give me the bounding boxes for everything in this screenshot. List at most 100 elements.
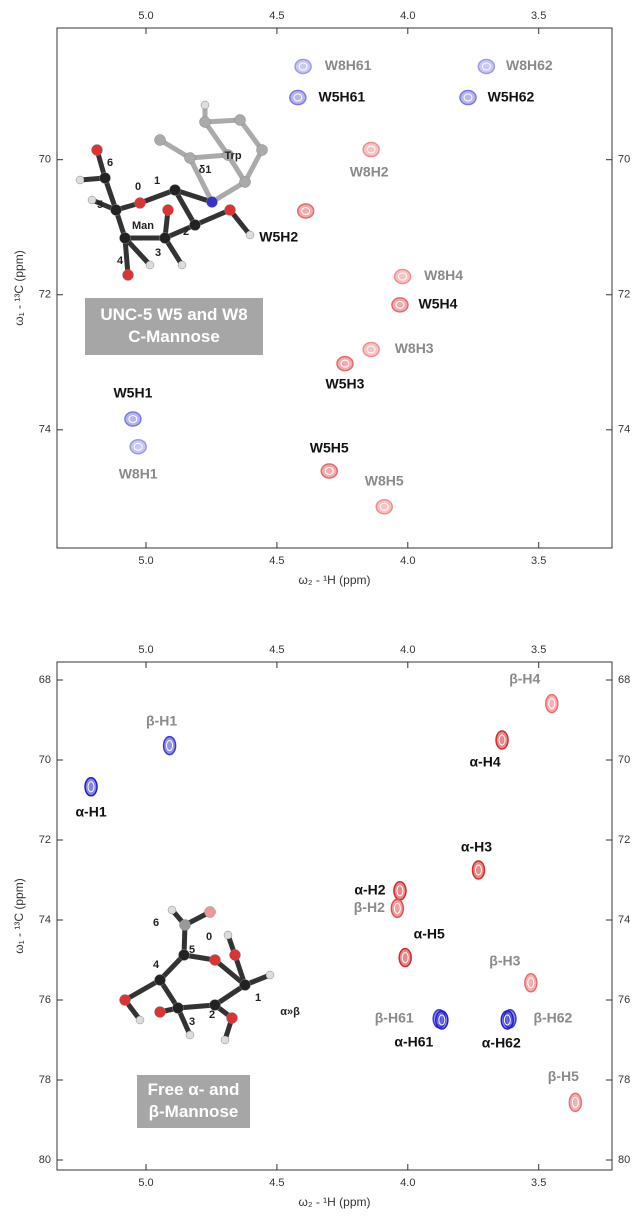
x-tick-label: 5.0 — [138, 644, 153, 656]
molecule-atom — [224, 931, 232, 939]
structure-label: 0 — [206, 931, 212, 943]
structure-label: 1 — [154, 175, 160, 187]
x-tick-label: 3.5 — [531, 1177, 546, 1189]
y-tick-label: 70 — [618, 754, 630, 766]
y-tick-label: 74 — [39, 424, 51, 436]
molecule-atom — [163, 205, 174, 216]
structure-label: 3 — [189, 1016, 195, 1028]
peak — [290, 91, 306, 105]
molecule-atom — [168, 906, 176, 914]
structure-label: 2 — [183, 226, 189, 238]
y-tick-label: 80 — [39, 1154, 51, 1166]
y-tick-label: 76 — [618, 994, 630, 1006]
molecule-atom — [186, 1031, 194, 1039]
peak — [525, 974, 537, 992]
peak — [478, 59, 494, 73]
molecule-atom — [155, 1007, 166, 1018]
molecule-atom — [257, 145, 268, 156]
y-tick-label: 80 — [618, 1154, 630, 1166]
molecule-atom — [185, 153, 196, 164]
peak-label: W8H1 — [119, 465, 158, 481]
molecule-atom — [146, 261, 154, 269]
y-tick-label: 72 — [618, 834, 630, 846]
molecule-atom — [170, 185, 181, 196]
peak-label: β-H61 — [375, 1010, 414, 1026]
molecule-atom — [200, 117, 211, 128]
structure-label: Trp — [224, 150, 241, 162]
molecule-atom — [180, 920, 191, 931]
x-tick-label: 4.5 — [269, 555, 284, 567]
molecule-atom — [155, 135, 166, 146]
y-tick-label: 68 — [39, 674, 51, 686]
x-axis-label: ω₂ - ¹H (ppm) — [298, 1195, 370, 1209]
peak-label: W8H3 — [395, 340, 434, 356]
x-tick-label: 5.0 — [138, 10, 153, 22]
y-tick-label: 72 — [39, 289, 51, 301]
x-tick-label: 5.0 — [138, 1177, 153, 1189]
peak — [376, 500, 392, 514]
molecule-atom — [160, 233, 171, 244]
molecule-atom — [227, 1013, 238, 1024]
peak-label: W8H61 — [325, 57, 372, 73]
peak-label: β-H3 — [489, 953, 520, 969]
peak — [496, 731, 508, 749]
peak — [391, 899, 403, 917]
peak — [546, 695, 558, 713]
y-tick-label: 78 — [39, 1074, 51, 1086]
structure-label: 3 — [155, 247, 161, 259]
y-tick-label: 70 — [39, 754, 51, 766]
molecule-atom — [88, 196, 96, 204]
structure-label: 5 — [189, 944, 195, 956]
molecule-atom — [266, 971, 274, 979]
annotation: C-Mannose — [128, 327, 220, 346]
molecule-atom — [155, 975, 166, 986]
y-tick-label: 72 — [618, 289, 630, 301]
y-tick-label: 74 — [618, 424, 630, 436]
y-axis-label: ω₁ - ¹³C (ppm) — [12, 250, 26, 325]
peak-label: W5H61 — [319, 88, 366, 104]
molecule-atom — [111, 205, 122, 216]
peak — [394, 882, 406, 900]
structure-label: 1 — [255, 992, 261, 1004]
peak — [125, 412, 141, 426]
peak — [460, 91, 476, 105]
peak-label: β-H62 — [533, 1010, 572, 1026]
peak — [321, 464, 337, 478]
peak — [472, 861, 484, 879]
peak-label: W5H1 — [113, 385, 152, 401]
peak-label: α-H2 — [354, 882, 385, 898]
peak-label: α-H61 — [394, 1034, 433, 1050]
structure-label: 4 — [117, 255, 124, 267]
x-tick-label: 5.0 — [138, 555, 153, 567]
structure-label: α»β — [280, 1006, 300, 1018]
molecule-atom — [205, 907, 216, 918]
peak — [363, 342, 379, 356]
peak — [569, 1093, 581, 1111]
peak — [501, 1011, 513, 1029]
y-tick-label: 70 — [618, 154, 630, 166]
molecule-atom — [100, 173, 111, 184]
structure-label: 4 — [153, 959, 160, 971]
peak-label: W8H2 — [350, 163, 389, 179]
y-tick-label: 72 — [39, 834, 51, 846]
molecule-atom — [221, 1036, 229, 1044]
molecule-atom — [136, 1016, 144, 1024]
y-tick-label: 76 — [39, 994, 51, 1006]
peak-label: β-H5 — [548, 1068, 579, 1084]
molecule-atom — [190, 220, 201, 231]
x-tick-label: 4.0 — [400, 555, 415, 567]
peak — [298, 204, 314, 218]
peak — [85, 778, 97, 796]
peak-label: W5H2 — [259, 229, 298, 245]
peak — [337, 357, 353, 371]
molecule-atom — [230, 950, 241, 961]
peak — [399, 949, 411, 967]
peak-label: α-H1 — [75, 804, 106, 820]
y-axis-label: ω₁ - ¹³C (ppm) — [12, 878, 26, 953]
y-tick-label: 74 — [618, 914, 630, 926]
molecule-atom — [207, 197, 218, 208]
x-axis-label: ω₂ - ¹H (ppm) — [298, 573, 370, 587]
peak — [295, 59, 311, 73]
structure-label: 2 — [209, 1009, 215, 1021]
peak-label: W8H62 — [506, 57, 553, 73]
